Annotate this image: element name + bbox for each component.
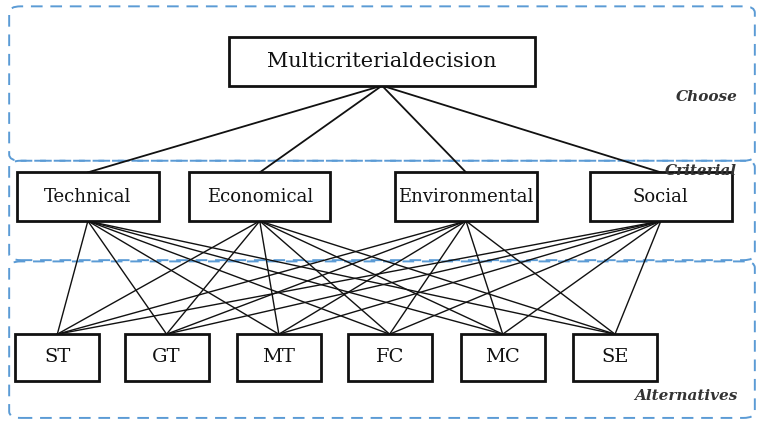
- Text: MT: MT: [262, 349, 296, 366]
- Text: Multicriterialdecision: Multicriterialdecision: [267, 52, 497, 71]
- FancyBboxPatch shape: [396, 173, 536, 221]
- Text: MC: MC: [485, 349, 520, 366]
- Text: Environmental: Environmental: [398, 188, 534, 206]
- Text: Technical: Technical: [44, 188, 131, 206]
- Text: Alternatives: Alternatives: [634, 388, 737, 403]
- FancyBboxPatch shape: [590, 173, 732, 221]
- FancyBboxPatch shape: [573, 334, 657, 381]
- Text: GT: GT: [152, 349, 181, 366]
- FancyBboxPatch shape: [348, 334, 432, 381]
- Text: SE: SE: [601, 349, 629, 366]
- Text: ST: ST: [44, 349, 70, 366]
- FancyBboxPatch shape: [15, 334, 99, 381]
- Text: Criterial: Criterial: [665, 164, 737, 179]
- FancyBboxPatch shape: [125, 334, 209, 381]
- Text: Economical: Economical: [206, 188, 313, 206]
- FancyBboxPatch shape: [237, 334, 321, 381]
- Text: Choose: Choose: [675, 90, 737, 104]
- FancyBboxPatch shape: [461, 334, 545, 381]
- FancyBboxPatch shape: [189, 173, 331, 221]
- Text: Social: Social: [633, 188, 688, 206]
- FancyBboxPatch shape: [18, 173, 159, 221]
- Text: FC: FC: [375, 349, 404, 366]
- FancyBboxPatch shape: [229, 37, 535, 86]
